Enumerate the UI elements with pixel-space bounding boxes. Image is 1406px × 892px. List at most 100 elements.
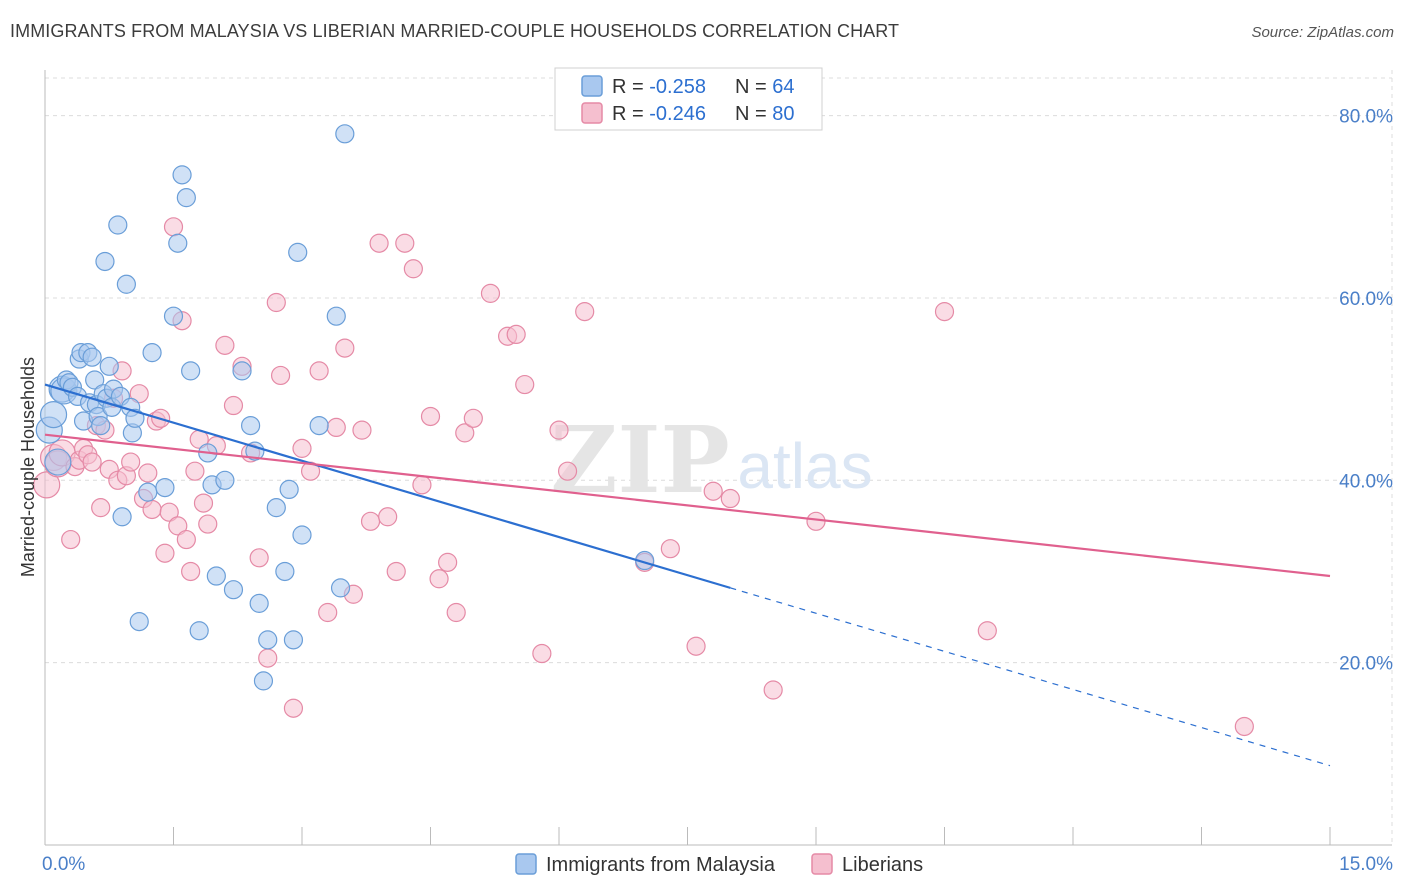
legend-n-value-2: 80 xyxy=(772,103,794,125)
liberians-point-61 xyxy=(420,406,441,427)
liberians-point-22 xyxy=(142,499,162,520)
bottom-swatch-malaysia xyxy=(515,853,537,875)
liberians-point-35 xyxy=(198,514,218,534)
malaysia-point-28 xyxy=(116,274,136,294)
liberians-point-38 xyxy=(223,395,244,416)
malaysia-point-31 xyxy=(125,408,145,428)
y-tick-label-40: 40.0% xyxy=(1339,471,1393,492)
malaysia-point-63 xyxy=(129,612,149,632)
malaysia-point-51 xyxy=(258,630,278,650)
liberians-point-83 xyxy=(977,621,997,641)
malaysia-point-55 xyxy=(283,630,304,650)
malaysia-point-14 xyxy=(82,347,102,367)
liberians-point-65 xyxy=(455,423,475,443)
malaysia-point-60 xyxy=(330,578,351,598)
liberians-point-84 xyxy=(1234,716,1254,737)
liberians-point-82 xyxy=(934,302,955,322)
liberians-point-42 xyxy=(258,648,278,668)
legend-swatch-malaysia xyxy=(581,75,603,97)
trend-lines xyxy=(44,383,1331,767)
chart-title: IMMIGRANTS FROM MALAYSIA VS LIBERIAN MAR… xyxy=(10,21,900,41)
legend-r-label-2: R = xyxy=(612,103,649,125)
liberians-point-0 xyxy=(33,471,61,499)
malaysia-point-2 xyxy=(44,448,72,476)
liberians-point-72 xyxy=(549,420,569,440)
liberians-point-76 xyxy=(660,539,680,559)
malaysia-point-59 xyxy=(326,306,346,326)
legend-top: R = -0.258 N = 64 R = -0.246 N = 80 xyxy=(554,67,823,131)
malaysia-point-61 xyxy=(335,124,355,144)
malaysia-point-49 xyxy=(249,593,269,613)
liberians-point-54 xyxy=(360,511,381,531)
watermark: ZIP atlas xyxy=(550,406,872,514)
liberians-point-66 xyxy=(463,408,483,428)
svg-text:N = 80: N = 80 xyxy=(735,103,795,125)
malaysia-trendline-extension xyxy=(730,587,1331,767)
liberians-point-37 xyxy=(215,335,235,355)
liberians-point-55 xyxy=(369,233,389,253)
bottom-legend-liberians: Liberians xyxy=(842,854,923,876)
liberians-point-27 xyxy=(163,217,184,237)
legend-n-label-1: N = xyxy=(735,76,772,98)
y-tick-label-80: 80.0% xyxy=(1339,107,1393,128)
liberians-point-49 xyxy=(318,602,338,623)
liberians-point-18 xyxy=(121,452,141,472)
malaysia-point-47 xyxy=(241,415,261,436)
malaysia-point-32 xyxy=(138,482,158,502)
liberians-point-11 xyxy=(91,498,111,518)
liberians-point-78 xyxy=(703,481,723,501)
malaysia-point-57 xyxy=(292,525,312,545)
legend-r-value-1: -0.258 xyxy=(649,76,706,98)
liberians-point-69 xyxy=(506,324,526,345)
liberians-point-60 xyxy=(412,475,432,495)
liberians-point-73 xyxy=(557,461,578,481)
malaysia-point-22 xyxy=(99,356,119,376)
y-tick-label-60: 60.0% xyxy=(1339,289,1393,310)
malaysia-point-33 xyxy=(142,343,162,363)
legend-n-label-2: N = xyxy=(735,103,772,125)
malaysia-point-46 xyxy=(232,361,252,381)
liberians-point-30 xyxy=(176,529,196,550)
malaysia-point-54 xyxy=(279,479,299,500)
malaysia-point-58 xyxy=(309,415,329,436)
liberians-point-80 xyxy=(763,680,783,700)
svg-text:R = -0.246: R = -0.246 xyxy=(612,103,706,125)
malaysia-point-53 xyxy=(275,561,295,582)
malaysia-point-44 xyxy=(215,470,235,490)
liberians-point-32 xyxy=(185,461,205,481)
source-label: Source: ZipAtlas.com xyxy=(1251,24,1394,41)
liberians-point-47 xyxy=(300,461,321,481)
svg-text:R = -0.258: R = -0.258 xyxy=(612,76,706,98)
liberians-point-19 xyxy=(129,384,149,404)
malaysia-trendline xyxy=(44,383,731,589)
malaysia-point-45 xyxy=(223,580,244,600)
liberians-point-50 xyxy=(326,417,346,438)
x-tick-label-min: 0.0% xyxy=(42,854,85,875)
malaysia-point-52 xyxy=(266,498,286,518)
liberians-point-74 xyxy=(575,302,595,322)
liberians-point-81 xyxy=(806,511,826,531)
bottom-legend-malaysia: Immigrants from Malaysia xyxy=(546,854,776,876)
bottom-swatch-liberians xyxy=(811,853,833,875)
liberians-point-25 xyxy=(155,543,175,563)
x-tick-label-max: 15.0% xyxy=(1339,854,1393,875)
malaysia-point-20 xyxy=(95,251,115,272)
malaysia-point-25 xyxy=(108,215,128,235)
liberians-point-56 xyxy=(378,507,398,527)
legend-swatch-liberians xyxy=(581,102,603,124)
malaysia-point-36 xyxy=(168,233,188,253)
malaysia-point-40 xyxy=(189,621,209,641)
liberians-point-26 xyxy=(159,502,179,522)
liberians-point-58 xyxy=(395,233,415,253)
liberians-point-79 xyxy=(720,488,740,509)
malaysia-point-39 xyxy=(181,361,201,381)
legend-r-label-1: R = xyxy=(612,76,649,98)
liberians-point-70 xyxy=(515,374,535,395)
malaysia-point-1 xyxy=(39,401,68,429)
liberians-point-62 xyxy=(429,569,449,589)
liberians-point-63 xyxy=(438,552,458,572)
watermark-atlas: atlas xyxy=(737,430,872,502)
svg-text:N = 64: N = 64 xyxy=(735,76,795,98)
liberians-point-77 xyxy=(686,636,706,656)
liberians-point-21 xyxy=(138,463,158,483)
